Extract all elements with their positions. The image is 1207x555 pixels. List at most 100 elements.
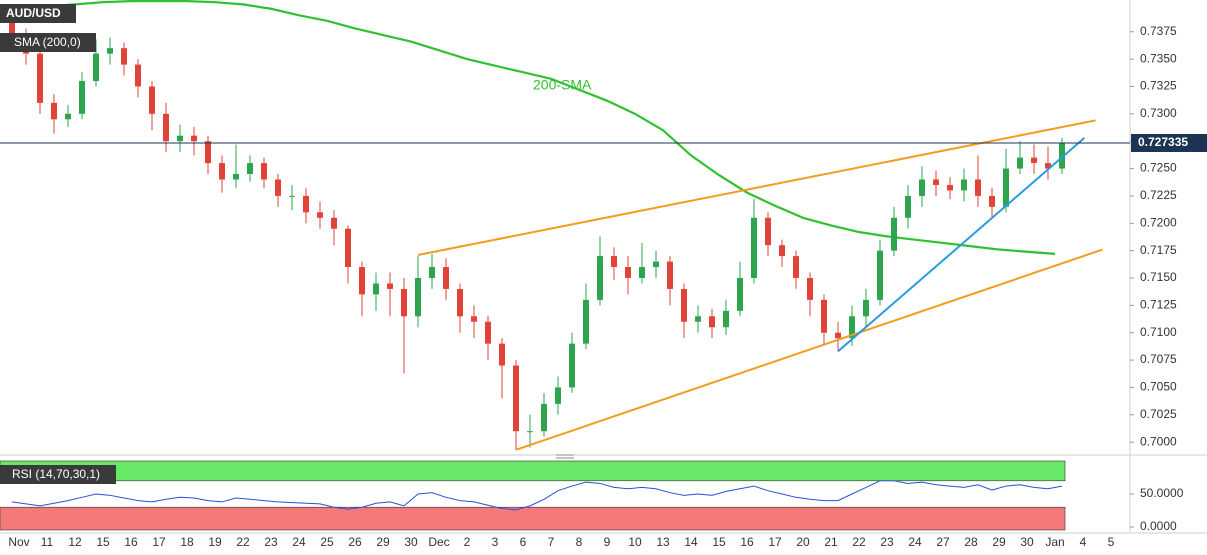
candle-body: [65, 113, 71, 120]
candle-body: [443, 267, 449, 289]
x-tick-label: 18: [180, 535, 194, 549]
panel-grip[interactable]: [556, 454, 574, 459]
rsi-line: [11, 480, 1063, 511]
candle-body: [37, 53, 43, 103]
candle-body: [331, 217, 337, 229]
candle-body: [303, 195, 309, 213]
candle-body: [219, 163, 225, 180]
candle-body: [527, 431, 533, 433]
candle-body: [387, 283, 393, 289]
candle-body: [989, 195, 995, 207]
candle-body: [275, 179, 281, 196]
y-tick-label: 0.7250: [1140, 161, 1177, 175]
y-tick-label: 0.7025: [1140, 407, 1177, 421]
x-tick-label: 17: [768, 535, 782, 549]
x-tick-label: 21: [824, 535, 838, 549]
symbol-label: AUD/USD: [6, 6, 61, 20]
candle-body: [891, 217, 897, 251]
sma-tag: SMA (200,0): [0, 33, 96, 52]
x-tick-label: 24: [908, 535, 922, 549]
candle-body: [79, 80, 85, 114]
rsi-label: RSI (14,70,30,1): [12, 467, 100, 481]
y-tick-label: 0.7375: [1140, 24, 1177, 38]
y-tick-label: 0.7300: [1140, 106, 1177, 120]
candle-body: [639, 267, 645, 278]
candle-body: [821, 299, 827, 333]
candle-body: [779, 245, 785, 257]
x-tick-label: 5: [1108, 535, 1115, 549]
candle-body: [499, 343, 505, 366]
x-tick-label: 6: [520, 535, 527, 549]
candle-body: [163, 113, 169, 142]
candle-body: [485, 321, 491, 344]
candle-body: [751, 217, 757, 278]
candle-body: [667, 261, 673, 289]
candle-body: [457, 288, 463, 317]
y-tick-label: 0.7325: [1140, 79, 1177, 93]
candle-body: [723, 310, 729, 328]
symbol-tag-box: [0, 4, 76, 23]
rsi-tag-box: [0, 465, 116, 484]
x-tick-label: 3: [492, 535, 499, 549]
last-price-box: [1131, 133, 1207, 152]
candle-body: [541, 403, 547, 432]
candle-body: [1031, 157, 1037, 164]
candle-body: [191, 135, 197, 142]
candle-body: [359, 267, 365, 295]
candle-body: [625, 267, 631, 278]
x-tick-label: 14: [684, 535, 698, 549]
rsi-overbought-band: [0, 460, 1066, 482]
candle-body: [807, 277, 813, 300]
x-tick-label: 10: [628, 535, 642, 549]
candle-body: [513, 365, 519, 432]
y-tick-label: 0.7125: [1140, 298, 1177, 312]
candle-body: [107, 48, 113, 54]
x-tick-label: 12: [68, 535, 82, 549]
candle-body: [765, 217, 771, 246]
y-tick-label: 0.7200: [1140, 215, 1177, 229]
x-tick-label: 16: [124, 535, 138, 549]
candle-body: [177, 135, 183, 142]
x-tick-label: Jan: [1045, 535, 1064, 549]
x-tick-label: 15: [712, 535, 726, 549]
y-tick-label: 0.7225: [1140, 188, 1177, 202]
x-tick-label: 22: [852, 535, 866, 549]
x-tick-label: 20: [796, 535, 810, 549]
x-tick-label: 11: [41, 535, 54, 549]
rsi-y-tick-label: 50.0000: [1140, 486, 1184, 500]
candle-body: [317, 212, 323, 218]
candle-body: [51, 102, 57, 120]
x-tick-label: 23: [264, 535, 278, 549]
sma-annotation: 200-SMA: [533, 77, 592, 93]
candle-body: [709, 316, 715, 328]
candle-body: [961, 179, 967, 191]
candle-body: [849, 316, 855, 339]
candle-body: [205, 141, 211, 164]
x-tick-label: Nov: [8, 535, 29, 549]
x-tick-label: 9: [604, 535, 611, 549]
trendline: [515, 248, 1103, 451]
last-price-label: 0.727335: [1138, 135, 1188, 149]
candle-body: [233, 174, 239, 180]
candle-body: [555, 387, 561, 404]
x-tick-label: 7: [548, 535, 555, 549]
sma-tag-box: [0, 33, 96, 52]
trendline: [837, 137, 1086, 353]
x-tick-label: 24: [292, 535, 306, 549]
rsi-oversold-band: [0, 506, 1066, 531]
x-tick-label: 8: [576, 535, 583, 549]
y-tick-label: 0.7350: [1140, 51, 1177, 65]
x-tick-label: 23: [880, 535, 894, 549]
y-tick-label: 0.7175: [1140, 243, 1177, 257]
rsi-tag: RSI (14,70,30,1): [0, 465, 116, 484]
candle-body: [835, 332, 841, 339]
rsi-y-tick-label: 0.0000: [1140, 519, 1177, 533]
y-tick-label: 0.7000: [1140, 434, 1177, 448]
y-tick-label: 0.7100: [1140, 325, 1177, 339]
x-tick-label: 28: [964, 535, 978, 549]
x-tick-label: 2: [464, 535, 471, 549]
candle-body: [1059, 143, 1065, 169]
candle-body: [947, 184, 953, 191]
